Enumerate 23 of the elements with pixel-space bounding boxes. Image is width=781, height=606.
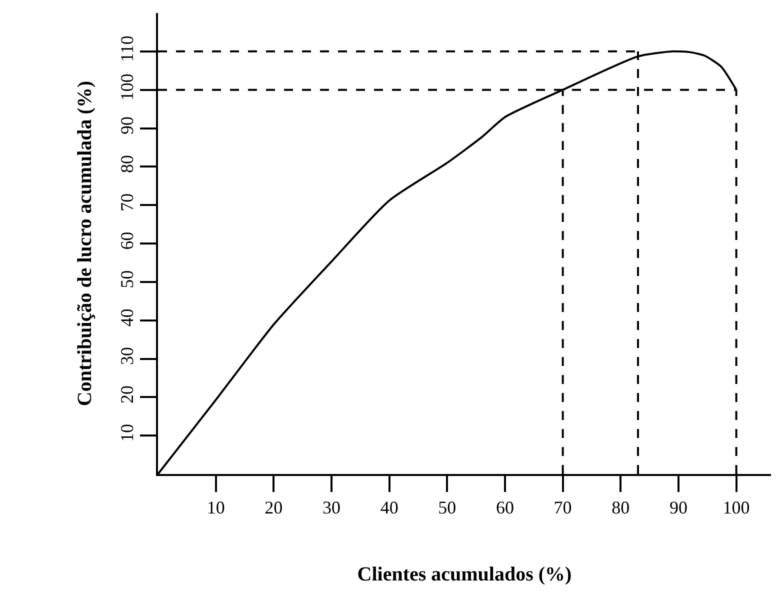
x-tick-label: 70 <box>554 498 572 518</box>
x-tick-label: 50 <box>438 498 456 518</box>
y-tick-label: 100 <box>116 74 137 101</box>
x-tick-label: 100 <box>722 498 750 518</box>
y-tick-label: 20 <box>116 385 137 404</box>
y-tick-label: 80 <box>116 154 137 173</box>
y-tick-label: 10 <box>116 424 137 442</box>
y-tick-label: 50 <box>116 270 137 288</box>
x-tick-label: 10 <box>206 498 225 518</box>
y-tick-label: 30 <box>116 347 137 366</box>
y-tick-label: 60 <box>116 232 137 250</box>
y-tick-label: 90 <box>116 116 137 135</box>
x-tick-label: 90 <box>669 498 688 518</box>
x-tick-label: 20 <box>264 498 283 518</box>
y-axis-title: Contribuição de lucro acumulada (%) <box>74 80 96 406</box>
x-tick-label: 60 <box>496 498 514 518</box>
x-tick-label: 30 <box>322 498 340 518</box>
y-tick-label: 110 <box>116 36 137 62</box>
x-tick-label: 80 <box>612 498 630 518</box>
y-tick-label: 70 <box>116 193 137 212</box>
x-axis-title: Clientes acumulados (%) <box>357 564 572 586</box>
y-tick-label: 40 <box>116 308 137 327</box>
x-tick-label: 40 <box>380 498 398 518</box>
